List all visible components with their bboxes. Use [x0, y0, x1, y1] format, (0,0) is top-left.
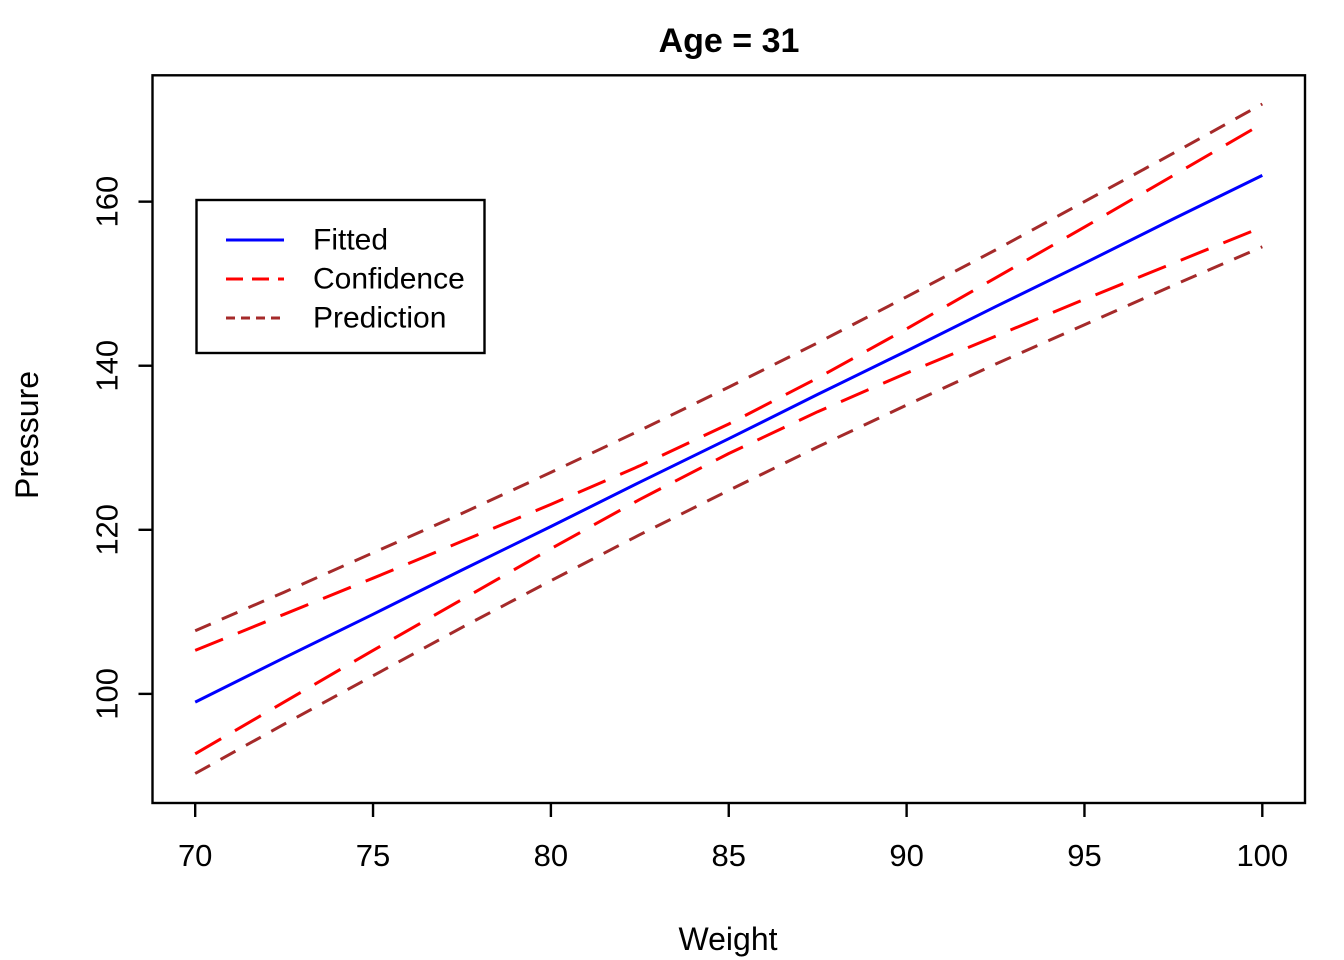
y-tick-label: 100: [90, 668, 125, 720]
prediction-upper-line: [194, 102, 1264, 633]
legend-item: Fitted: [226, 224, 388, 257]
legend: Fitted Confidence Prediction: [195, 198, 486, 355]
x-tick-label: 85: [712, 838, 746, 873]
x-tick-label: 80: [534, 838, 568, 873]
x-tick-label: 90: [889, 838, 923, 873]
y-tick-label: 140: [90, 340, 125, 392]
x-axis: 70 75 80 85 90 95 100: [178, 803, 1288, 873]
x-tick-label: 75: [356, 838, 390, 873]
y-axis-label: Pressure: [9, 371, 45, 499]
legend-item: Prediction: [226, 302, 446, 335]
prediction-lower-line: [194, 245, 1263, 775]
legend-item: Confidence: [226, 263, 465, 296]
legend-label: Confidence: [313, 263, 465, 296]
x-tick-label: 100: [1236, 838, 1288, 873]
x-tick-label: 70: [178, 838, 212, 873]
y-axis: 100 120 140 160: [90, 176, 153, 720]
confidence-lower-line: [194, 225, 1263, 756]
y-tick-label: 120: [90, 504, 125, 556]
series-group: [194, 102, 1264, 775]
legend-label: Fitted: [313, 224, 388, 257]
legend-box: [195, 198, 486, 355]
x-tick-label: 95: [1067, 838, 1101, 873]
y-tick-label: 160: [90, 176, 125, 228]
confidence-upper-line: [194, 122, 1264, 652]
chart-title: Age = 31: [659, 22, 800, 60]
x-axis-label: Weight: [678, 921, 777, 957]
legend-label: Prediction: [313, 302, 446, 335]
fitted-line: [194, 174, 1263, 704]
